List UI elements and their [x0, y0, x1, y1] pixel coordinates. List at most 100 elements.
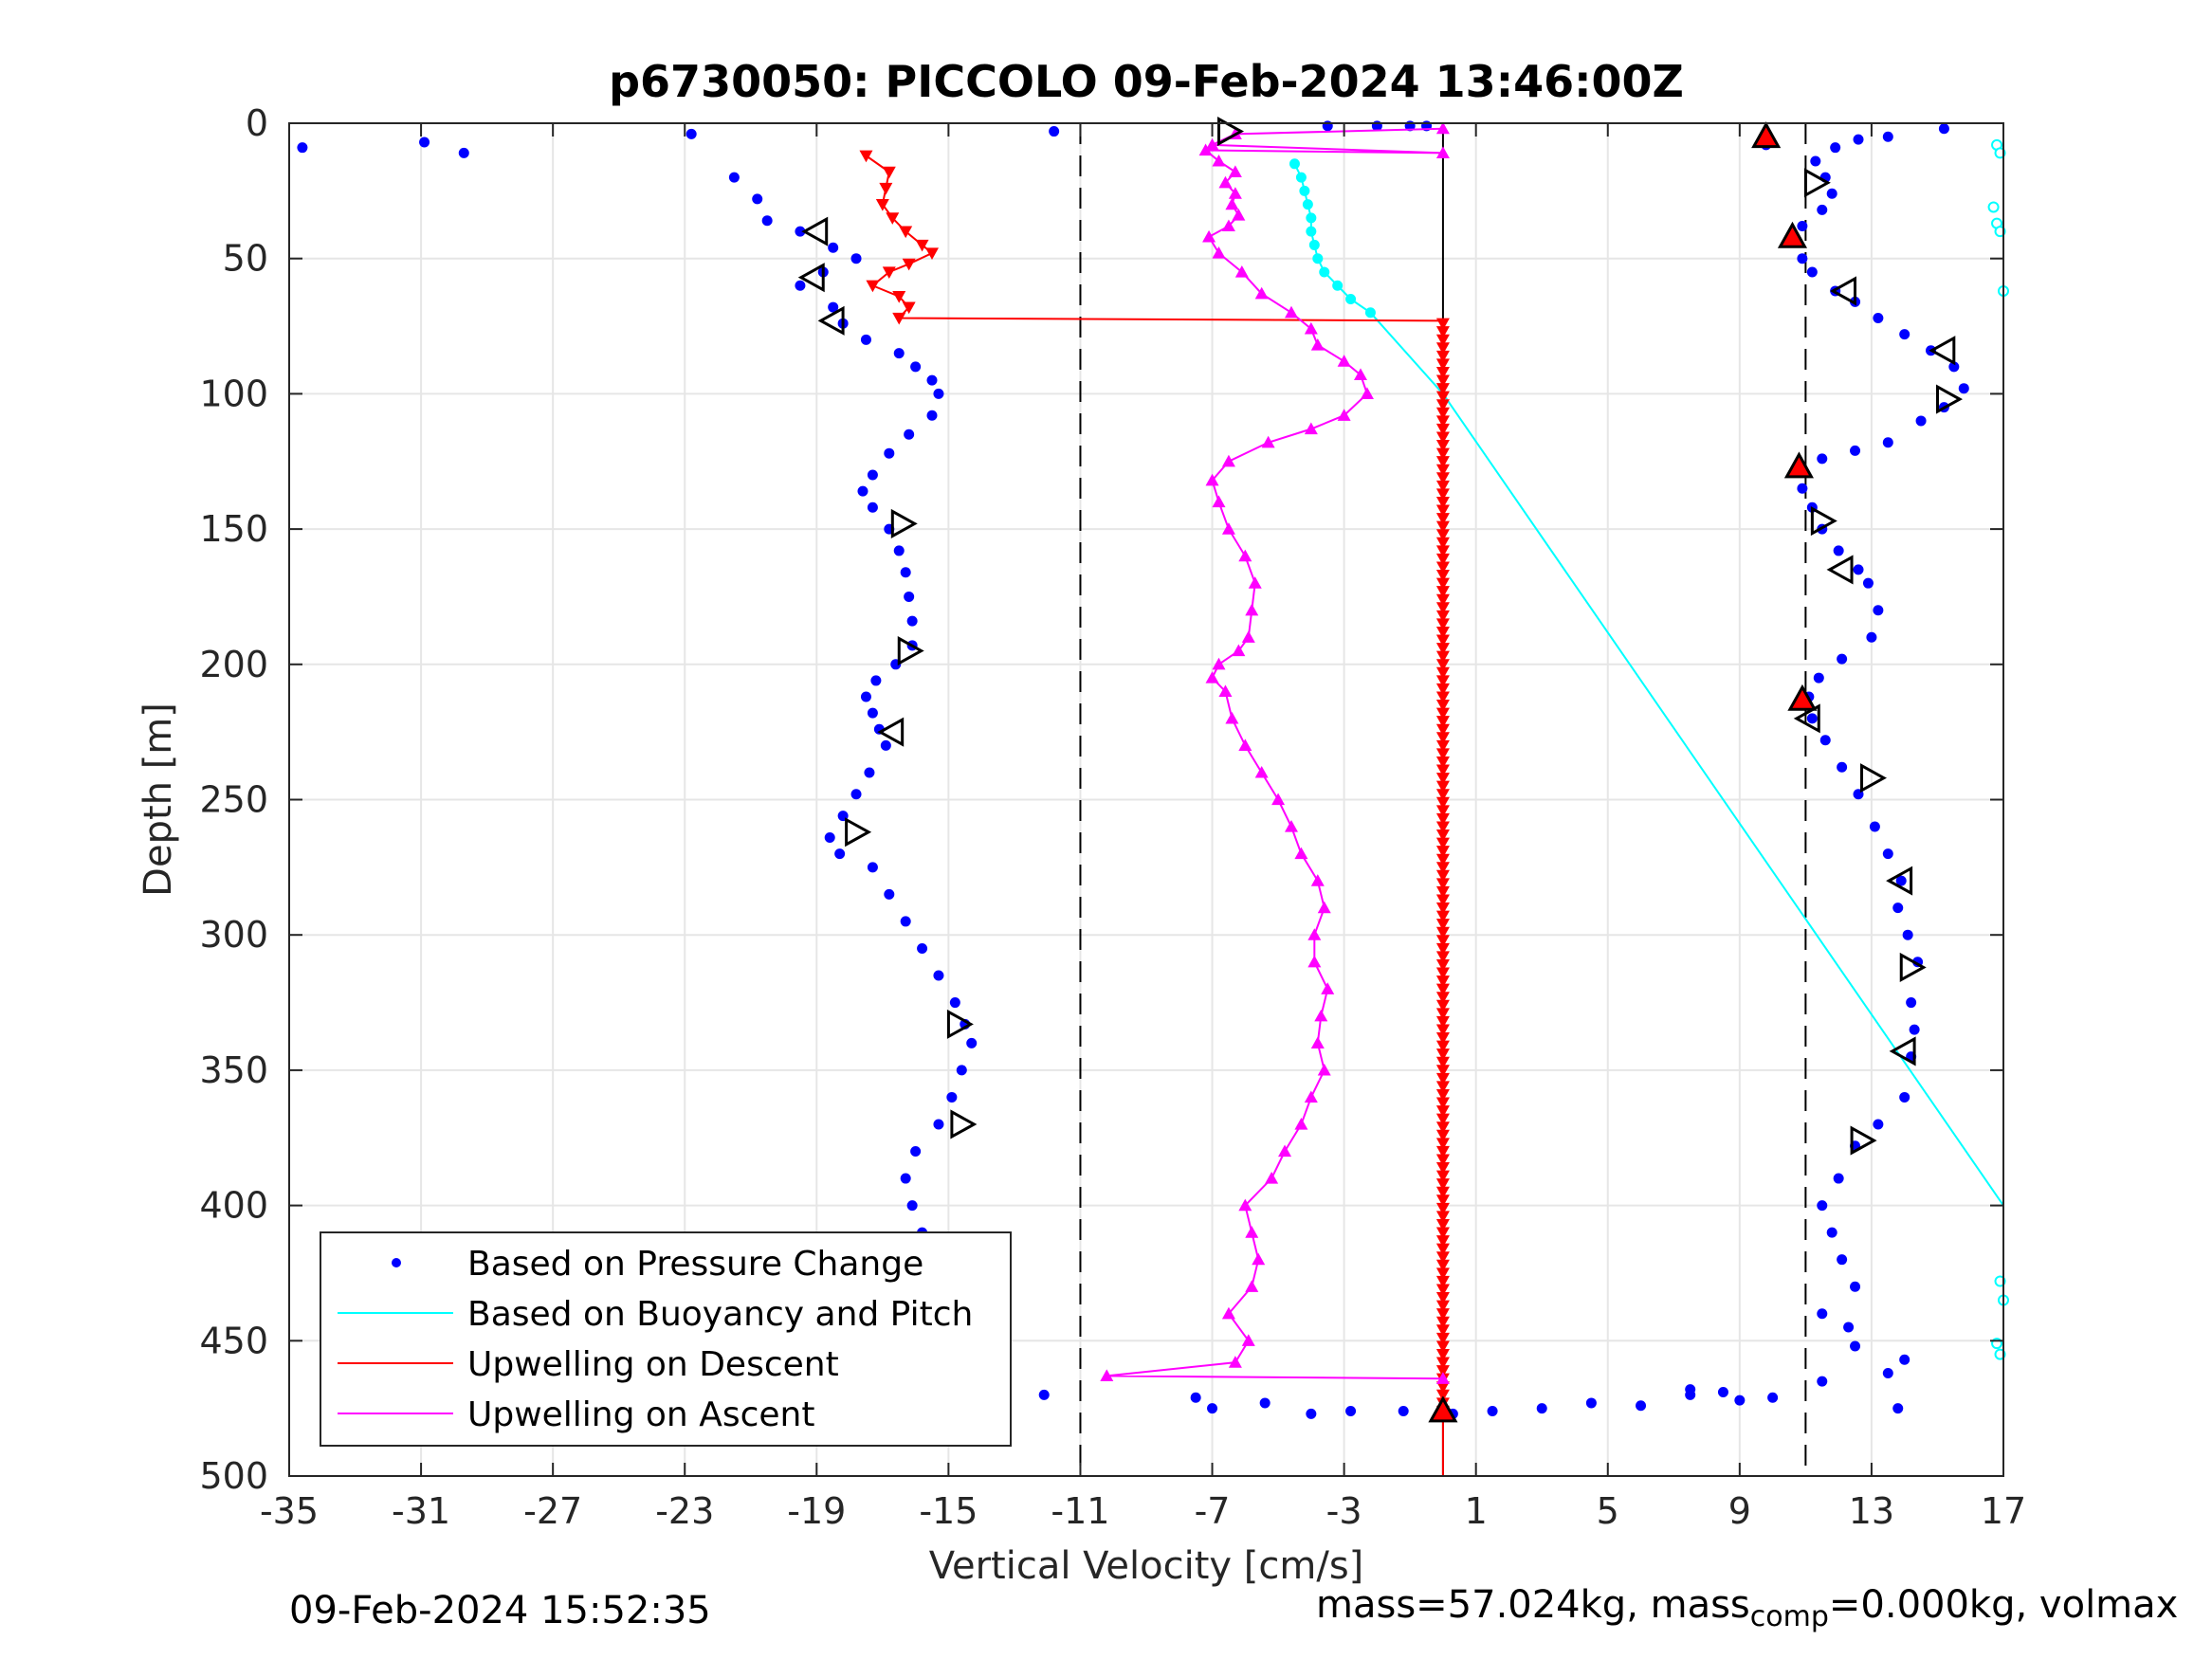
- axis-ticks: -35 -31 -27 -23 -19 -15 -11 -7 -3 1 5 9 13 1705010015…: [199, 102, 2026, 1532]
- upwelling-descent-point: [1435, 1332, 1450, 1345]
- pressure-change-point: [1190, 1392, 1201, 1403]
- upwelling-ascent-point: [1317, 901, 1331, 914]
- upwelling-descent-point: [1435, 366, 1450, 379]
- profile-direction-marker: [890, 508, 918, 538]
- pressure-change-point: [458, 147, 469, 158]
- upwelling-descent-point: [1435, 431, 1450, 445]
- legend-items: Based on Pressure Change Based on Buoyanc…: [338, 1245, 973, 1434]
- upwelling-descent-point: [1435, 464, 1450, 477]
- pressure-change-point: [1909, 1024, 1920, 1035]
- upwelling-descent-point: [1435, 723, 1450, 737]
- x-tick-label: -27: [523, 1490, 582, 1532]
- upwelling-descent-point: [1435, 853, 1450, 866]
- profile-direction-marker: [1935, 384, 1963, 414]
- upwelling-ascent-point: [1435, 121, 1450, 135]
- pressure-change-point: [1826, 1227, 1837, 1238]
- pressure-change-point: [1895, 875, 1907, 886]
- pressure-change-point: [946, 1091, 958, 1103]
- pressure-change-point: [893, 545, 905, 556]
- upwelling-descent-point: [1435, 675, 1450, 687]
- y-tick-label: 400: [199, 1185, 268, 1227]
- upwelling-descent-point: [1435, 350, 1450, 363]
- pressure-change-point: [1049, 126, 1060, 137]
- pressure-change-point: [956, 1065, 967, 1076]
- pressure-change-point: [1873, 605, 1884, 616]
- upwelling-descent-point: [1435, 618, 1450, 630]
- upwelling-descent-point: [1435, 1365, 1450, 1377]
- upwelling-ascent-point: [1304, 1090, 1318, 1103]
- upwelling-descent-point: [1435, 748, 1450, 760]
- pressure-change-point: [419, 137, 430, 148]
- upwelling-ascent-point: [1321, 982, 1335, 994]
- upwelling-ascent-point: [1202, 229, 1216, 243]
- upwelling-descent-point: [1435, 374, 1450, 388]
- legend-label: Based on Pressure Change: [467, 1245, 923, 1284]
- legend-box: [320, 1231, 1012, 1447]
- x-tick-label: -3: [1326, 1490, 1362, 1532]
- x-tick-label: -7: [1195, 1490, 1231, 1532]
- buoyancy-pitch-point: [1332, 280, 1344, 291]
- pressure-change-point: [1813, 672, 1824, 684]
- upwelling-descent-point: [1435, 1227, 1450, 1240]
- upwelling-descent-point: [1435, 1202, 1450, 1215]
- upwelling-descent-point: [1435, 520, 1450, 534]
- pressure-change-point: [1873, 1119, 1884, 1130]
- upwelling-descent-point: [1435, 496, 1450, 509]
- upwelling-ascent-point: [1221, 219, 1235, 232]
- upwelling-ascent-point: [1198, 143, 1213, 156]
- upwelling-descent-point: [1435, 318, 1450, 331]
- upwelling-descent-point: [1435, 1170, 1450, 1183]
- upwelling-ascent-point: [1271, 793, 1286, 806]
- pressure-change-point: [904, 428, 915, 440]
- upwelling-ascent-point: [1354, 368, 1367, 381]
- pressure-change-point: [1958, 383, 1969, 394]
- buoyancy-pitch-point: [1345, 294, 1357, 305]
- pressure-change-point: [1853, 564, 1864, 575]
- upwelling-descent-point: [859, 150, 873, 163]
- upwelling-ascent-point: [1294, 1117, 1308, 1130]
- pressure-change-point: [834, 848, 846, 860]
- upwelling-ascent-point: [1221, 1306, 1235, 1320]
- upwelling-descent-point: [1435, 643, 1450, 655]
- upwelling-descent-point: [1435, 683, 1450, 696]
- upwelling-descent-point: [1435, 659, 1450, 671]
- pressure-change-point: [1866, 631, 1877, 643]
- pressure-change-point: [1938, 123, 1949, 135]
- upwelling-descent-point: [1435, 1340, 1450, 1354]
- upwelling-descent-point: [1435, 1381, 1450, 1394]
- pressure-change-point: [1833, 1173, 1844, 1184]
- upwelling-descent-point: [1435, 983, 1450, 996]
- upwelling-descent-point: [1435, 1235, 1450, 1248]
- upwelling-ascent-point: [1228, 1356, 1242, 1368]
- upwelling-descent-point: [1435, 529, 1450, 541]
- pressure-change-point: [906, 615, 918, 627]
- upwelling-ascent-point: [1205, 137, 1219, 151]
- upwelling-ascent-point: [1225, 197, 1239, 210]
- pressure-change-point: [949, 997, 960, 1009]
- upwelling-descent-point: [1435, 878, 1450, 890]
- upwelling-descent-point: [1435, 1162, 1450, 1175]
- pressure-change-point: [933, 970, 944, 981]
- upwelling-descent-point: [1435, 1008, 1450, 1020]
- upwelling-ascent-point: [1252, 1252, 1266, 1266]
- pressure-change-point: [870, 675, 882, 686]
- upwelling-ascent-point: [1212, 154, 1226, 167]
- upwelling-descent-point: [1435, 967, 1450, 980]
- pressure-change-point: [900, 1173, 911, 1184]
- upwelling-descent-point: [1435, 700, 1450, 712]
- pressure-change-point: [900, 916, 911, 927]
- upwelling-descent-point: [1435, 739, 1450, 753]
- pressure-change-point: [926, 374, 938, 386]
- upwelling-descent-point: [1435, 821, 1450, 834]
- upwelling-descent-point: [1435, 707, 1450, 720]
- pressure-change-point: [1850, 1281, 1861, 1292]
- x-tick-label: -31: [392, 1490, 450, 1532]
- upwelling-descent-point: [1435, 440, 1450, 452]
- pressure-change-point: [966, 1037, 978, 1048]
- pressure-change-point: [910, 361, 922, 373]
- pressure-change-point: [1892, 1403, 1904, 1414]
- highlight-marker: [1787, 684, 1818, 711]
- pressure-change-point: [1717, 1387, 1728, 1398]
- pressure-change-point: [867, 862, 878, 873]
- upwelling-ascent-point: [1241, 630, 1255, 643]
